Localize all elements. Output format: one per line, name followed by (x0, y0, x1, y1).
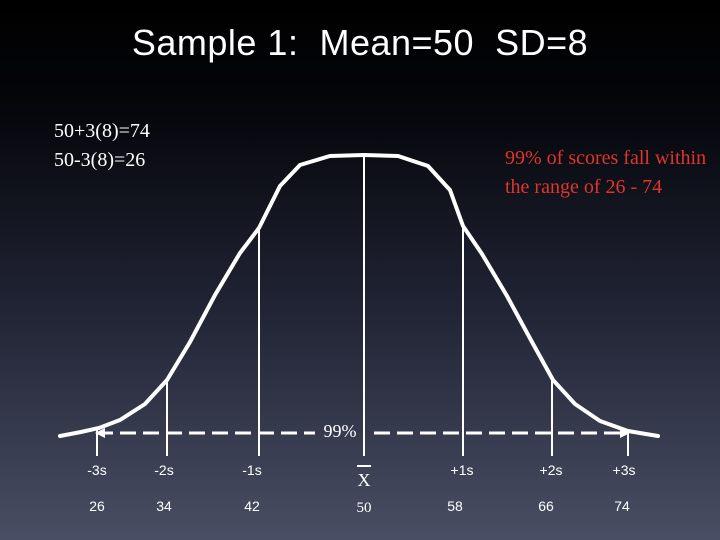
slide-title: Sample 1: Mean=50 SD=8 (131, 22, 589, 63)
score-label-34: 34 (156, 498, 172, 514)
mean-value-label: 50 (356, 500, 372, 516)
mean-symbol: X (357, 470, 371, 490)
sd-label-minus1: -1s (242, 462, 262, 478)
score-label-42: 42 (244, 498, 260, 514)
left-arrow-head (95, 428, 105, 438)
range-percentage-label: 99% (323, 421, 357, 441)
sd-label-plus3: +3s (612, 462, 636, 478)
score-label-26: 26 (89, 498, 105, 514)
sd-label-minus2: -2s (154, 462, 174, 478)
sd-label-minus3: -3s (87, 462, 107, 478)
lower-bound-formula: 50-3(8)=26 (54, 149, 146, 171)
score-label-58: 58 (447, 498, 463, 514)
score-label-74: 74 (614, 498, 630, 514)
mean-overbar (357, 465, 371, 467)
score-label-66: 66 (538, 498, 554, 514)
bell-curve (58, 152, 660, 438)
upper-bound-formula: 50+3(8)=74 (54, 120, 150, 142)
sd-label-plus2: +2s (539, 462, 563, 478)
range-note: 99% of scores fall within the range of 2… (505, 147, 707, 198)
right-arrow-head (620, 428, 630, 438)
sd-label-plus1: +1s (450, 462, 474, 478)
